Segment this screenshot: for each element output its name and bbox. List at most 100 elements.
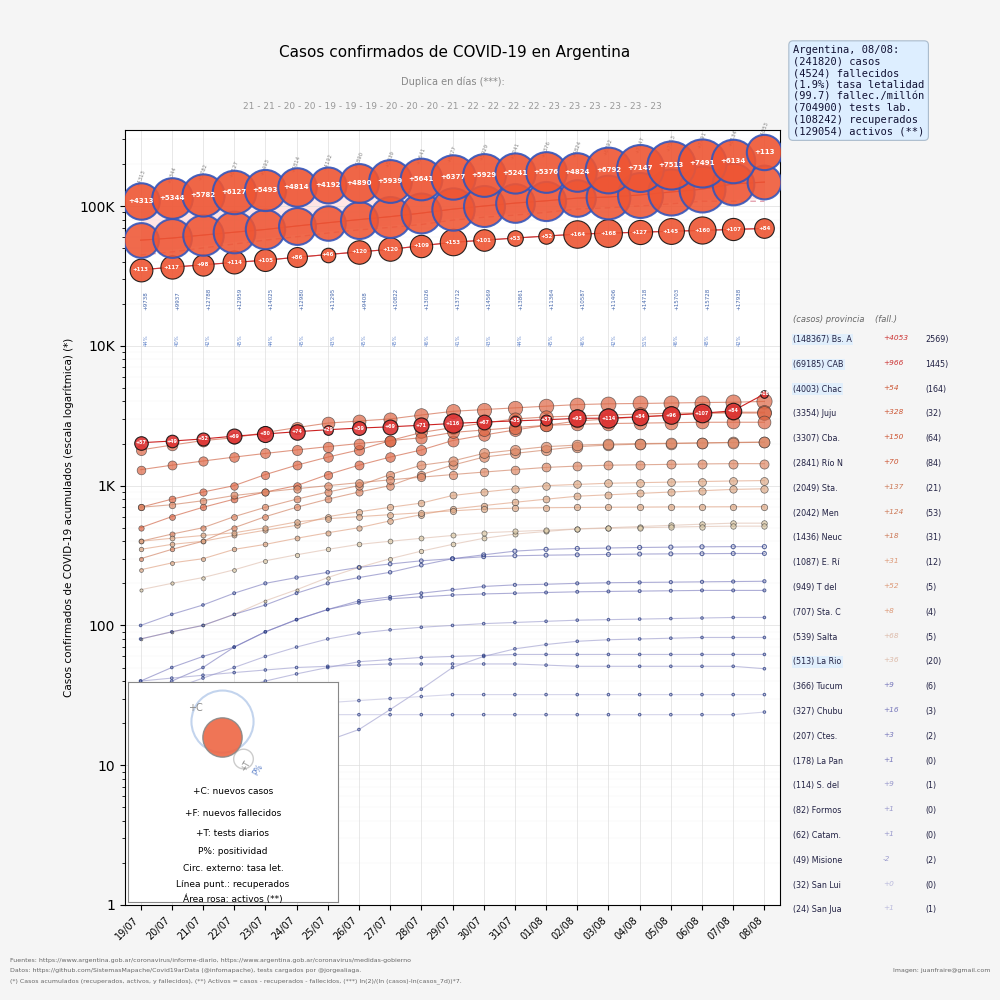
Point [320,449,336,465]
Text: -2: -2 [883,856,890,862]
Point [320,575,336,591]
Point [351,504,367,520]
Point [444,420,460,436]
Text: +5641: +5641 [416,147,427,166]
Point [257,499,273,515]
Point [164,509,180,525]
Point [444,656,460,672]
Point [257,702,273,718]
Point [694,155,710,171]
Text: +93: +93 [572,416,583,421]
Text: (1087) E. Rí: (1087) E. Rí [793,558,840,567]
Point [382,556,398,572]
Text: (3354) Juju: (3354) Juju [793,409,836,418]
Point [320,658,336,674]
Point [444,707,460,723]
Point [289,660,305,676]
Point [632,687,648,703]
Text: +5929: +5929 [478,143,489,161]
Point [694,546,710,562]
Point [725,574,741,590]
Point [600,162,616,178]
Point [351,625,367,641]
Point [756,661,772,677]
Text: +328: +328 [883,409,903,415]
Point [257,445,273,461]
Point [133,499,149,515]
Point [476,484,492,500]
Point [257,709,273,725]
Point [632,658,648,674]
Text: +7147: +7147 [627,165,652,171]
Point [164,788,180,804]
Text: (0): (0) [925,881,936,890]
Point [600,646,616,662]
Point [320,541,336,557]
Point [164,555,180,571]
Point [133,442,149,458]
Point [569,521,585,537]
Point [444,453,460,469]
Text: (3): (3) [925,707,936,716]
Point [257,662,273,678]
Point [382,173,398,189]
Text: (4003) Chac: (4003) Chac [793,385,842,394]
Point [694,435,710,451]
Point [569,416,585,432]
Point [195,527,211,543]
Text: +4824: +4824 [565,169,590,175]
Point [600,407,616,423]
Text: +35: +35 [509,418,520,423]
Text: (84): (84) [925,459,941,468]
Point [164,433,180,449]
Text: (32) San Lui: (32) San Lui [793,881,841,890]
Text: (24) San Jua: (24) San Jua [793,905,842,914]
Point [257,424,273,440]
Text: +145: +145 [663,229,679,234]
Point [351,707,367,723]
Text: Datos: https://github.com/SistemasMapache/Covid19arData (@infomapache), tests ca: Datos: https://github.com/SistemasMapach… [10,968,361,973]
Text: +5376: +5376 [534,169,559,175]
Point [476,578,492,594]
Point [725,545,741,561]
Point [725,403,741,419]
Point [694,629,710,645]
Point [382,209,398,225]
Point [351,457,367,473]
Point [351,657,367,673]
Point [756,687,772,703]
Point [133,617,149,633]
Text: (707) Sta. C: (707) Sta. C [793,608,841,617]
Point [351,593,367,609]
Point [351,478,367,494]
Text: (31): (31) [925,533,941,542]
Point [226,665,242,681]
Point [725,414,741,430]
Point [507,442,523,458]
Text: (64): (64) [925,434,941,443]
Point [569,476,585,492]
Point [226,771,242,787]
Point [320,570,336,586]
Point [164,541,180,557]
Point [694,658,710,674]
Point [507,523,523,539]
Point [569,658,585,674]
Point [289,249,305,265]
Point [663,646,679,662]
Point [444,467,460,483]
Point [756,144,772,160]
Text: 43%: 43% [487,335,492,346]
Text: +101: +101 [476,238,492,243]
Point [507,445,523,461]
Point [320,525,336,541]
Point [351,475,367,491]
Point [382,467,398,483]
Text: +67: +67 [478,420,489,425]
Point [413,689,429,705]
Text: +37: +37 [541,417,552,422]
Point [632,485,648,501]
Text: +54: +54 [883,385,899,391]
Point [632,475,648,491]
Point [756,405,772,421]
